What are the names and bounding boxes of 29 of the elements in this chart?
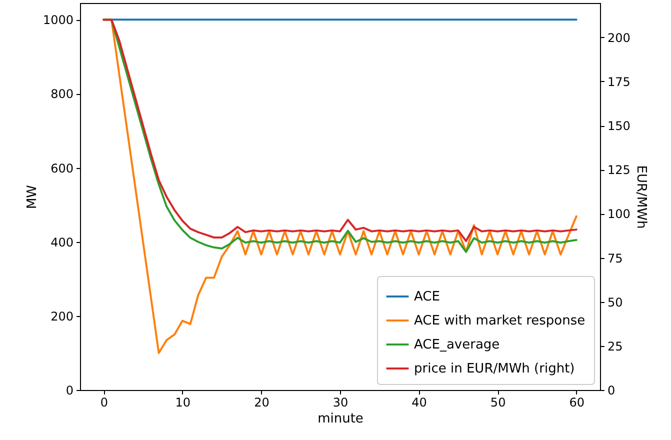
y2-tick-label: 100	[608, 207, 630, 222]
x-tick-label: 40	[412, 396, 427, 410]
x-tick-label: 30	[332, 396, 348, 410]
y-tick-label: 600	[50, 161, 74, 176]
x-tick-label: 10	[175, 396, 191, 410]
legend-label: ACE	[414, 290, 440, 304]
y2-tick-label: 50	[608, 295, 623, 310]
x-tick-label: 60	[569, 396, 585, 410]
y-tick-label: 0	[66, 384, 74, 398]
y2-tick-label: 150	[608, 119, 630, 134]
y2-tick-label: 25	[608, 339, 623, 354]
legend-label: ACE_average	[414, 338, 500, 352]
x-axis-title: minute	[318, 412, 364, 426]
y-tick-label: 800	[50, 87, 74, 102]
legend-label: ACE with market response	[414, 314, 586, 328]
y2-axis-title: EUR/MWh	[633, 165, 648, 229]
y-tick-label: 1000	[42, 13, 74, 28]
y-tick-label: 400	[50, 235, 74, 250]
legend-label: price in EUR/MWh (right)	[414, 362, 575, 376]
y2-tick-label: 175	[608, 74, 630, 89]
x-tick-label: 50	[490, 396, 506, 410]
y2-tick-label: 75	[608, 251, 623, 266]
y2-tick-label: 0	[608, 384, 616, 398]
y2-tick-label: 200	[608, 30, 630, 45]
x-tick-label: 0	[100, 396, 108, 410]
y2-tick-label: 125	[608, 163, 630, 178]
x-tick-label: 20	[254, 396, 270, 410]
y-axis-title: MW	[24, 184, 40, 210]
y-tick-label: 200	[50, 309, 74, 324]
